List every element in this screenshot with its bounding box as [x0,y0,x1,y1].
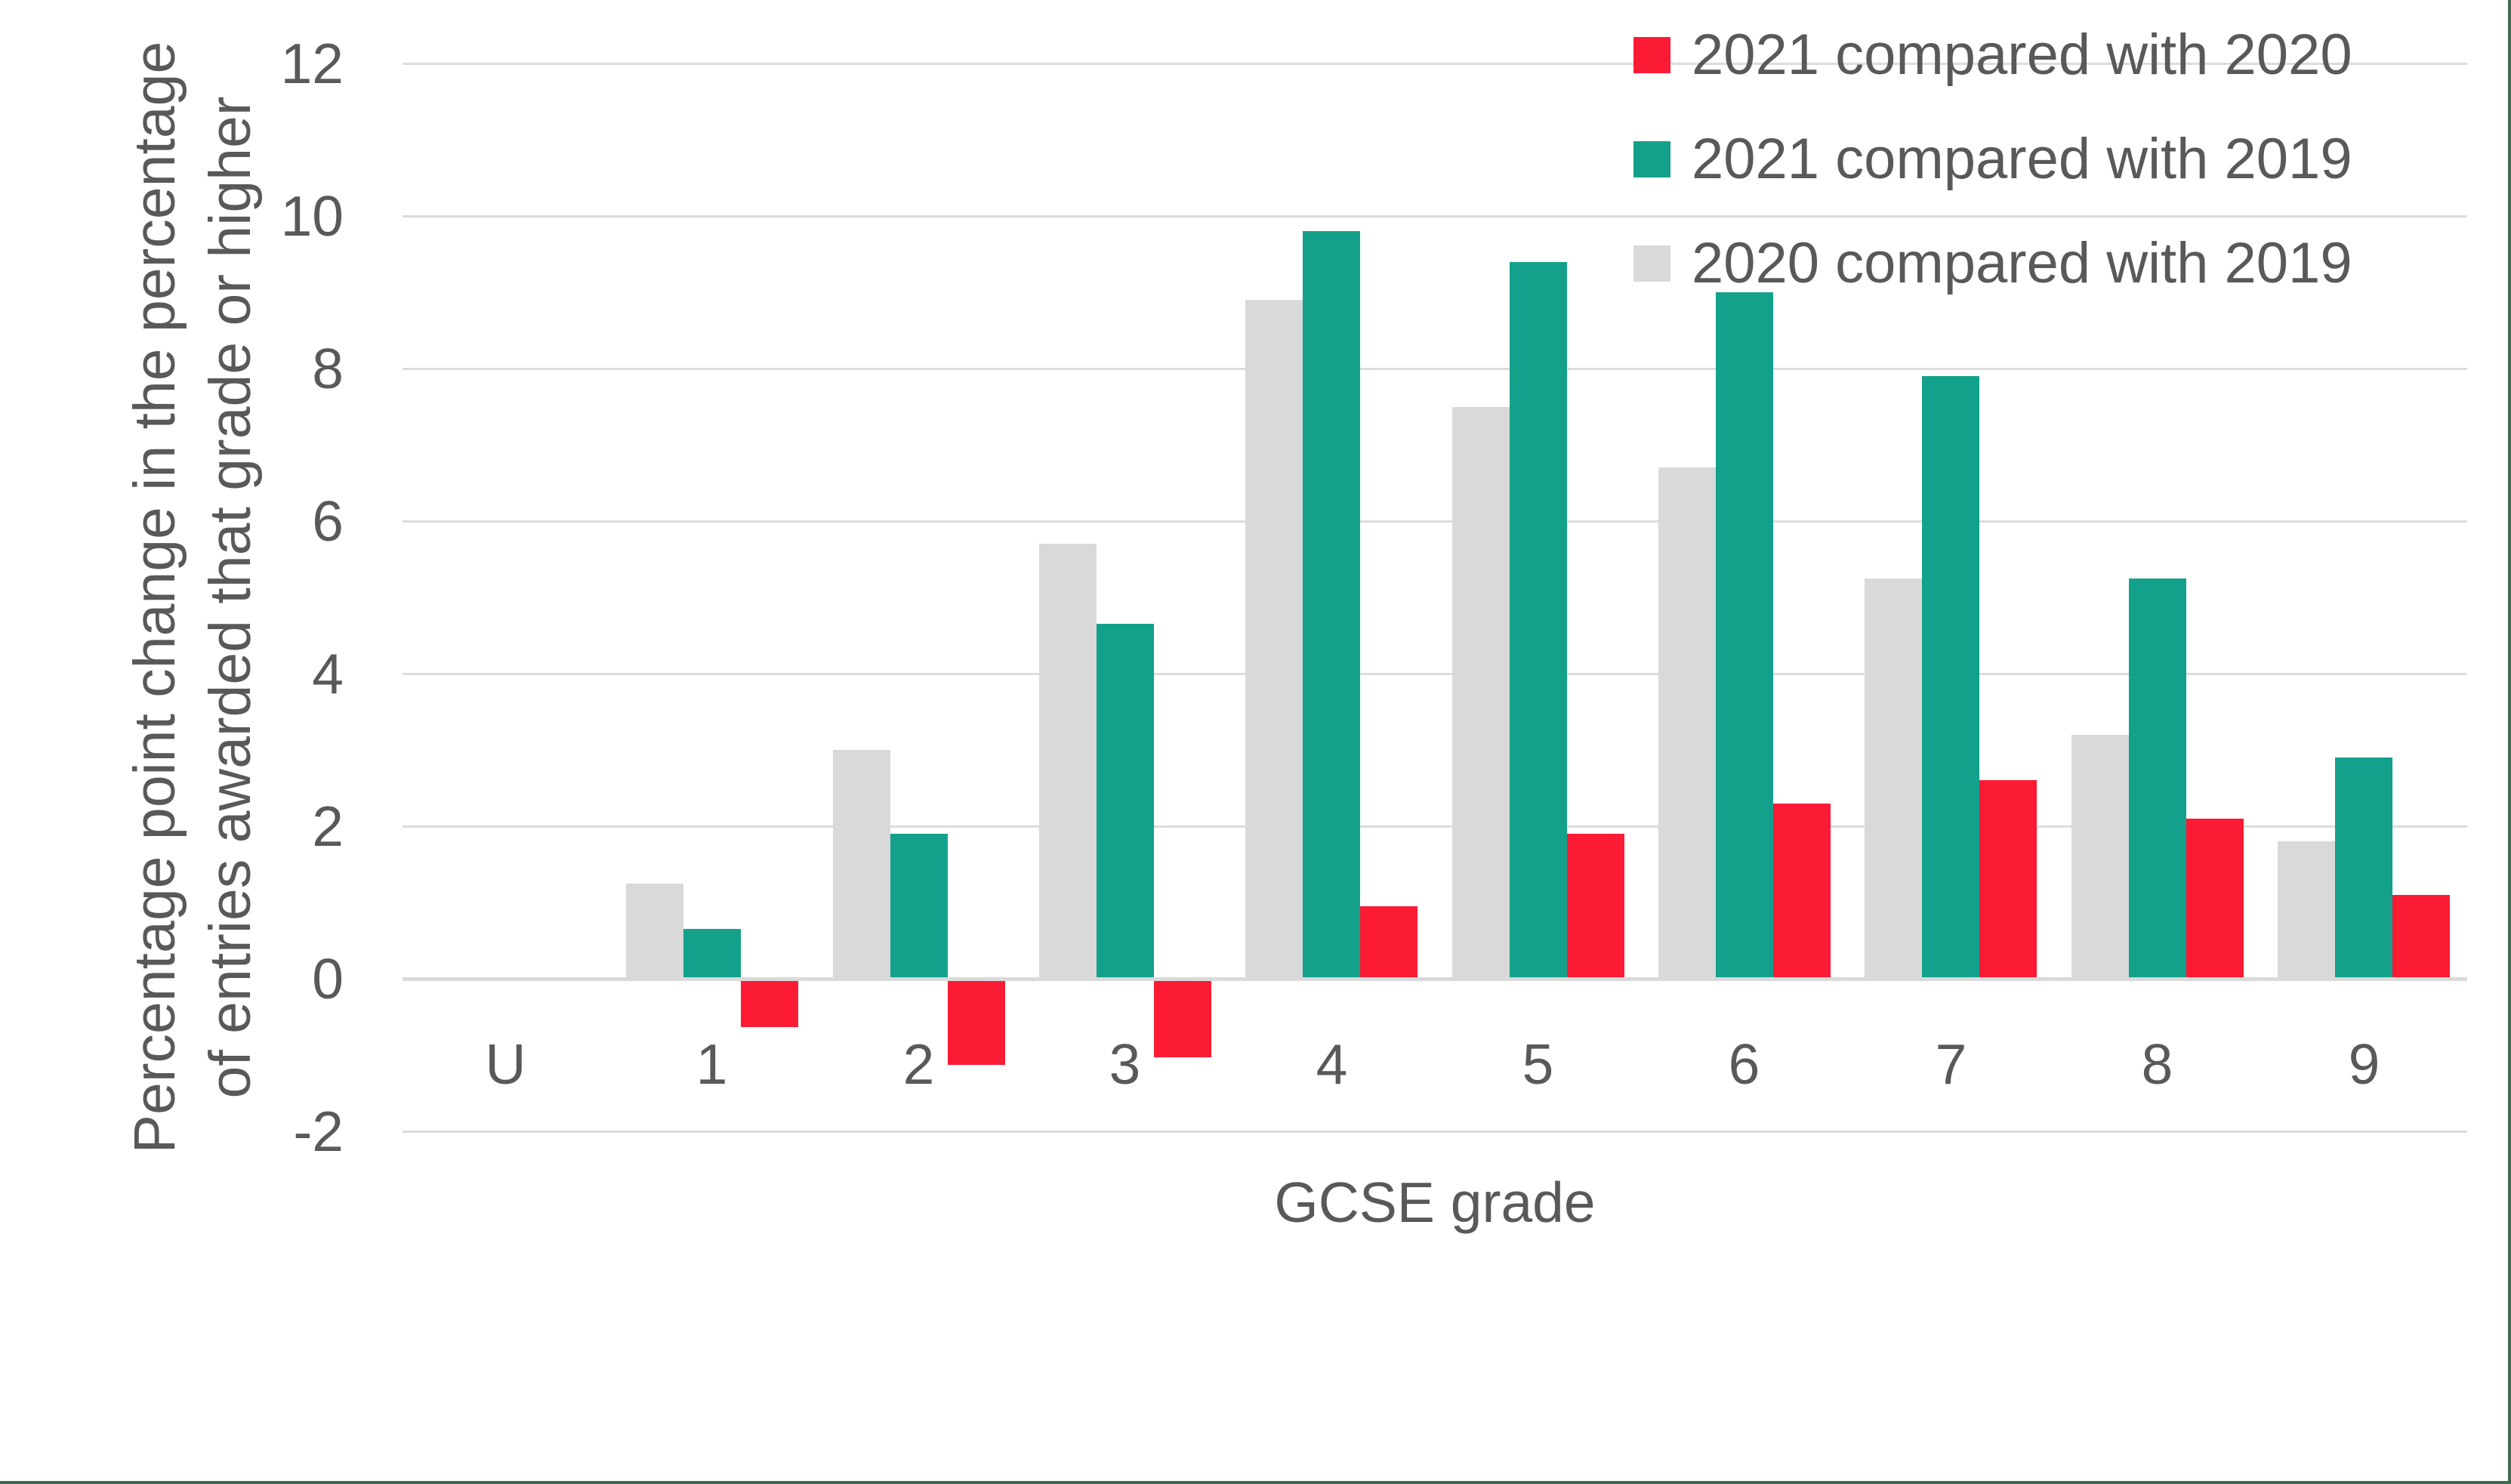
bar [2278,841,2335,979]
bar [890,834,948,979]
bar [1773,804,1831,979]
y-axis-title-line1: Percentage point change in the percentag… [122,41,187,1154]
bar [948,981,1005,1065]
gridline [403,1131,2467,1133]
bar [1303,231,1360,979]
gridline [403,215,2467,218]
gridline [403,63,2467,65]
bar [1510,262,1567,979]
bar [741,981,798,1027]
bar [2335,757,2392,979]
y-tick-label: 2 [312,794,344,858]
x-tick-label: 2 [902,1032,935,1096]
x-tick-label: U [485,1032,526,1096]
y-tick-label: 6 [312,489,344,553]
x-axis-title: GCSE grade [1274,1171,1596,1234]
bar [2071,735,2129,979]
x-tick-label: 5 [1522,1032,1554,1096]
x-tick-label: 8 [2141,1032,2173,1096]
bar [2186,819,2244,979]
bar [1360,906,1417,979]
y-axis-title-line2: of entries awarded that grade or higher [198,96,263,1099]
bar [1979,780,2037,979]
figure-border-right [2508,0,2511,1484]
legend-label: 2020 compared with 2019 [1692,231,2352,295]
gridline [403,368,2467,370]
figure-border-bottom [0,1481,2511,1484]
bar [626,884,683,979]
bar [1658,467,1716,979]
bar [683,929,741,979]
bar [1039,544,1097,979]
y-tick-label: 0 [312,947,344,1010]
x-tick-label: 7 [1935,1032,1967,1096]
y-tick-label: 12 [280,32,344,95]
bar [2129,578,2186,979]
x-tick-label: 3 [1109,1032,1141,1096]
legend-item: 2021 compared with 2020 [1633,14,2352,97]
bar [1245,300,1303,979]
bar [1716,292,1773,979]
bar [1567,834,1624,979]
y-tick-label: 4 [312,642,344,705]
bar [1154,981,1211,1057]
legend-swatch-icon [1633,245,1670,282]
legend-item: 2020 compared with 2019 [1633,222,2352,305]
bar [1865,578,1922,979]
zero-gridline [403,977,2467,981]
y-tick-label: 10 [280,184,344,248]
bar [1452,407,1510,980]
bar [1097,624,1154,979]
legend-label: 2021 compared with 2019 [1692,127,2352,191]
legend-swatch-icon [1633,141,1670,177]
y-axis-title: Percentage point change in the percentag… [117,42,268,1154]
legend-label: 2021 compared with 2020 [1692,23,2352,87]
x-tick-label: 4 [1316,1032,1348,1096]
gridline [403,520,2467,523]
x-tick-label: 9 [2348,1032,2380,1096]
legend-swatch-icon [1633,37,1670,73]
y-tick-label: -2 [293,1100,344,1163]
bar [2392,895,2450,979]
bar [833,750,890,979]
legend-item: 2021 compared with 2019 [1633,118,2352,201]
x-tick-label: 6 [1728,1032,1760,1096]
x-tick-label: 1 [696,1032,728,1096]
bar [1922,376,1979,979]
gridline [403,673,2467,675]
y-tick-label: 8 [312,337,344,400]
gridline [403,825,2467,828]
